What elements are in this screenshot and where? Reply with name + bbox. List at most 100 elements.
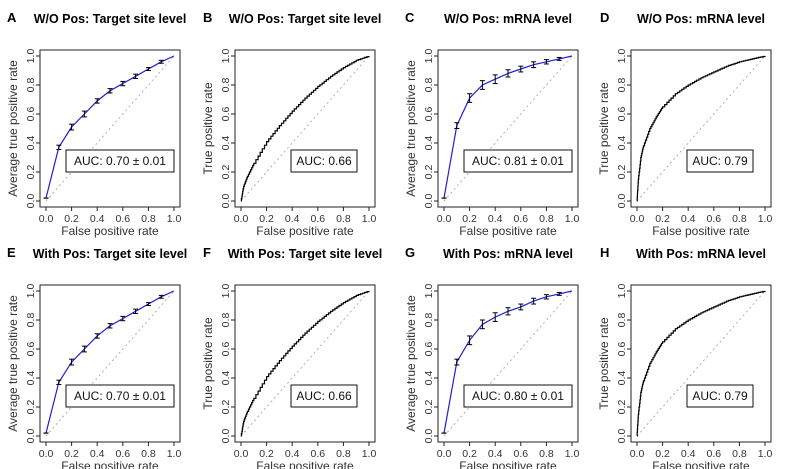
plot-frame bbox=[39, 284, 181, 443]
panel-title: W/O Pos: Target site level bbox=[229, 12, 382, 26]
x-tick-label: 1.0 bbox=[565, 448, 580, 460]
y-tick-label: 0.8 bbox=[616, 313, 628, 328]
roc-curve bbox=[240, 56, 370, 202]
plot-frame bbox=[630, 284, 772, 443]
y-tick-label: 0.6 bbox=[616, 342, 628, 357]
panel-label: G bbox=[405, 245, 415, 260]
y-tick-label: 0.8 bbox=[25, 78, 37, 93]
panel-label: F bbox=[203, 245, 211, 260]
y-tick-label: 0.4 bbox=[25, 371, 37, 386]
y-axis-label: True positive rate bbox=[597, 317, 611, 410]
x-tick-label: 0.2 bbox=[655, 448, 670, 460]
panel-g: G With Pos: mRNA level 0.0 0.2 0.4 0.6 0.8 1.0 0… bbox=[404, 245, 579, 469]
x-axis-label: False positive rate bbox=[256, 459, 354, 469]
y-tick-label: 1.0 bbox=[220, 49, 232, 64]
y-tick-label: 0.2 bbox=[220, 165, 232, 180]
diagonal-reference-line bbox=[443, 290, 573, 437]
y-tick-label: 1.0 bbox=[25, 284, 37, 299]
y-tick-label: 0.4 bbox=[25, 136, 37, 151]
y-tick-label: 0.0 bbox=[616, 429, 628, 444]
y-axis-label: Average true positive rate bbox=[6, 60, 20, 197]
panel-b: B W/O Pos: Target site level 0.0 0.2 0.4 0.6 0… bbox=[201, 10, 381, 238]
auc-box bbox=[463, 384, 573, 408]
x-tick-label: 0.2 bbox=[64, 213, 79, 225]
x-tick-label: 0.6 bbox=[115, 448, 130, 460]
diagonal-reference-line bbox=[443, 55, 573, 202]
x-tick-label: 1.0 bbox=[362, 213, 377, 225]
x-tick-label: 0.8 bbox=[539, 213, 554, 225]
y-tick-label: 0.0 bbox=[423, 429, 435, 444]
x-tick-label: 0.0 bbox=[630, 213, 645, 225]
x-tick-label: 0.4 bbox=[90, 213, 105, 225]
panel-title: W/O Pos: mRNA level bbox=[637, 12, 765, 26]
x-tick-label: 1.0 bbox=[758, 448, 773, 460]
y-tick-label: 0.6 bbox=[220, 342, 232, 357]
x-tick-label: 1.0 bbox=[167, 448, 182, 460]
x-axis-label: False positive rate bbox=[61, 224, 159, 238]
y-tick-label: 0.6 bbox=[423, 107, 435, 122]
y-tick-label: 0.4 bbox=[220, 136, 232, 151]
auc-label: AUC: 0.70 ± 0.01 bbox=[74, 154, 166, 168]
x-tick-label: 0.6 bbox=[513, 448, 528, 460]
y-tick-label: 1.0 bbox=[220, 284, 232, 299]
y-tick-label: 0.0 bbox=[220, 194, 232, 209]
panel-e: E With Pos: Target site level 0.0 0.2 0.4 0.6… bbox=[6, 245, 187, 469]
panel-c: C W/O Pos: mRNA level 0.0 0.2 0.4 0.6 0.8 1.0 0.… bbox=[404, 10, 579, 238]
panel-label: H bbox=[600, 245, 609, 260]
x-axis-label: False positive rate bbox=[652, 459, 750, 469]
panel-title: W/O Pos: mRNA level bbox=[444, 12, 572, 26]
x-tick-label: 0.4 bbox=[488, 213, 503, 225]
diagonal-reference-line bbox=[240, 290, 370, 437]
x-tick-label: 0.8 bbox=[336, 448, 351, 460]
auc-label: AUC: 0.80 ± 0.01 bbox=[472, 389, 564, 403]
diagonal-reference-line bbox=[45, 55, 175, 202]
y-tick-label: 1.0 bbox=[423, 284, 435, 299]
y-tick-label: 0.2 bbox=[25, 165, 37, 180]
x-tick-label: 0.4 bbox=[681, 213, 696, 225]
x-tick-label: 0.8 bbox=[732, 213, 747, 225]
x-axis-label: False positive rate bbox=[459, 224, 557, 238]
diagonal-reference-line bbox=[636, 55, 766, 202]
x-tick-label: 0.2 bbox=[462, 448, 477, 460]
x-tick-label: 0.6 bbox=[310, 213, 325, 225]
panel-label: B bbox=[203, 10, 212, 25]
auc-box bbox=[65, 384, 175, 408]
panel-label: A bbox=[7, 10, 17, 25]
panel-title: With Pos: Target site level bbox=[228, 247, 383, 261]
auc-label: AUC: 0.66 bbox=[296, 154, 352, 168]
x-tick-label: 0.0 bbox=[234, 213, 249, 225]
x-tick-label: 0.0 bbox=[234, 448, 249, 460]
x-tick-label: 0.2 bbox=[64, 448, 79, 460]
x-tick-label: 0.0 bbox=[437, 448, 452, 460]
auc-box bbox=[290, 149, 358, 173]
x-tick-label: 0.6 bbox=[115, 213, 130, 225]
y-tick-label: 1.0 bbox=[423, 49, 435, 64]
y-tick-label: 0.4 bbox=[423, 136, 435, 151]
x-tick-label: 1.0 bbox=[565, 213, 580, 225]
x-tick-label: 0.6 bbox=[513, 213, 528, 225]
y-tick-label: 0.6 bbox=[25, 342, 37, 357]
x-tick-label: 0.8 bbox=[732, 448, 747, 460]
y-tick-label: 0.4 bbox=[616, 136, 628, 151]
y-tick-label: 0.8 bbox=[220, 78, 232, 93]
panel-f: F With Pos: Target site level 0.0 0.2 0.4 0.6… bbox=[201, 245, 382, 469]
auc-box bbox=[686, 149, 754, 173]
panel-h: H With Pos: mRNA level 0.0 0.2 0.4 0.6 0.8 1.0 0… bbox=[597, 245, 772, 469]
auc-label: AUC: 0.79 bbox=[692, 389, 748, 403]
panel-title: With Pos: Target site level bbox=[33, 247, 188, 261]
auc-box bbox=[686, 384, 754, 408]
plot-frame bbox=[630, 49, 772, 208]
x-axis-label: False positive rate bbox=[652, 224, 750, 238]
y-tick-label: 0.0 bbox=[423, 194, 435, 209]
x-tick-label: 1.0 bbox=[167, 213, 182, 225]
y-tick-label: 0.6 bbox=[220, 107, 232, 122]
y-axis-label: True positive rate bbox=[201, 82, 215, 175]
y-tick-label: 0.2 bbox=[616, 400, 628, 415]
diagonal-reference-line bbox=[240, 55, 370, 202]
y-tick-label: 0.2 bbox=[220, 400, 232, 415]
x-tick-label: 0.0 bbox=[630, 448, 645, 460]
y-tick-label: 0.8 bbox=[220, 313, 232, 328]
plot-frame bbox=[234, 49, 376, 208]
x-tick-label: 0.4 bbox=[488, 448, 503, 460]
